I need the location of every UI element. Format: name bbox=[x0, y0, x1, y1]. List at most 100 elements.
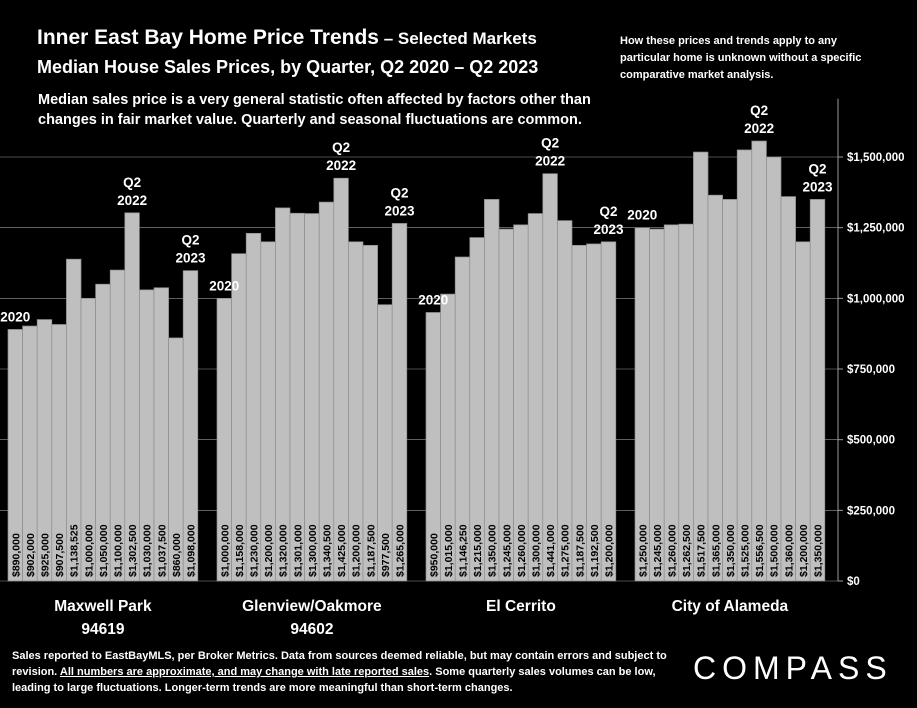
period-annotation: 2020 bbox=[209, 278, 239, 293]
bar-value-label: $1,200,000 bbox=[263, 524, 275, 577]
period-annotation: 2023 bbox=[802, 179, 833, 194]
bar-value-label: $1,301,000 bbox=[292, 524, 304, 577]
bar-value-label: $1,260,000 bbox=[667, 524, 679, 577]
bar-value-label: $1,192,500 bbox=[589, 524, 601, 577]
bar-value-label: $1,441,000 bbox=[545, 524, 557, 577]
bar-value-label: $1,037,500 bbox=[156, 524, 168, 577]
bar-value-label: $1,200,000 bbox=[351, 524, 363, 577]
period-annotation: Q2 bbox=[123, 175, 141, 190]
bar-value-label: $1,350,000 bbox=[725, 524, 737, 577]
period-annotation: 2022 bbox=[117, 193, 147, 208]
footer-underlined-text: All numbers are approximate, and may cha… bbox=[59, 666, 430, 678]
bar-value-label: $907,500 bbox=[54, 533, 66, 577]
disclaimer-note: How these prices and trends apply to any… bbox=[620, 35, 862, 81]
title-main: Inner East Bay Home Price Trends bbox=[37, 26, 379, 49]
bar-value-label: $1,500,000 bbox=[769, 524, 781, 577]
bar-value-label: $1,262,500 bbox=[681, 524, 693, 577]
bar-value-label: $1,360,000 bbox=[783, 524, 795, 577]
bar-value-label: $977,500 bbox=[380, 533, 392, 577]
bar-value-label: $1,302,500 bbox=[127, 524, 139, 577]
bar-value-label: $1,525,000 bbox=[740, 524, 752, 577]
bar-value-label: $1,000,000 bbox=[219, 524, 231, 577]
market-label: Maxwell Park bbox=[54, 598, 152, 615]
bar-value-label: $1,100,000 bbox=[113, 524, 125, 577]
bar-value-label: $1,146,250 bbox=[458, 524, 470, 577]
bar-value-label: $1,230,000 bbox=[249, 524, 261, 577]
compass-logo: COMPASS bbox=[693, 650, 893, 686]
bar-value-label: $890,000 bbox=[10, 533, 22, 577]
bar-value-label: $1,275,000 bbox=[560, 524, 572, 577]
bar bbox=[318, 201, 335, 582]
y-tick-label: $1,250,000 bbox=[847, 223, 905, 235]
period-annotation: 2022 bbox=[744, 121, 774, 136]
bar-value-label: $1,187,500 bbox=[574, 524, 586, 577]
bar-value-label: $1,000,000 bbox=[83, 524, 95, 577]
bar-value-label: $1,340,500 bbox=[322, 524, 334, 577]
bar-value-label: $1,300,000 bbox=[307, 524, 319, 577]
bar-value-label: $1,050,000 bbox=[98, 524, 110, 577]
period-annotation: 2020 bbox=[627, 208, 657, 223]
bar bbox=[182, 270, 199, 582]
footer-note: Sales reported to EastBayMLS, per Broker… bbox=[12, 648, 684, 696]
bar-value-label: $1,098,000 bbox=[186, 524, 198, 577]
bar-value-label: $1,250,000 bbox=[637, 524, 649, 577]
bar bbox=[484, 199, 500, 582]
bar-value-label: $1,265,000 bbox=[395, 524, 407, 577]
bar-value-label: $1,030,000 bbox=[142, 524, 154, 577]
bar-value-label: $1,245,000 bbox=[501, 524, 513, 577]
bar-value-label: $950,000 bbox=[428, 533, 440, 577]
bar-value-label: $902,000 bbox=[25, 533, 37, 577]
period-annotation: Q2 bbox=[808, 161, 826, 176]
bar-value-label: $860,000 bbox=[171, 533, 183, 577]
bar-value-label: $925,000 bbox=[40, 533, 52, 577]
period-annotation: Q2 bbox=[390, 185, 408, 200]
period-annotation: Q2 bbox=[750, 103, 768, 118]
bar-value-label: $1,350,000 bbox=[487, 524, 499, 577]
chart-subtitle: Median House Sales Prices, by Quarter, Q… bbox=[37, 57, 539, 77]
period-annotation: 2023 bbox=[384, 203, 415, 218]
bar-value-label: $1,245,000 bbox=[652, 524, 664, 577]
bar-value-label: $1,556,500 bbox=[754, 524, 766, 577]
bar bbox=[391, 223, 408, 582]
bar-value-label: $1,425,000 bbox=[336, 524, 348, 577]
period-annotation: 2023 bbox=[175, 251, 206, 266]
bar-value-label: $1,138,525 bbox=[69, 524, 81, 577]
bar-value-label: $1,215,000 bbox=[472, 524, 484, 577]
period-annotation: Q2 bbox=[181, 233, 199, 248]
footer-text-2: . Some quarterly sales volumes can be lo… bbox=[12, 666, 656, 694]
period-annotation: Q2 bbox=[541, 136, 559, 151]
market-label: 94602 bbox=[290, 621, 333, 638]
y-tick-label: $250,000 bbox=[847, 505, 895, 517]
bar-value-label: $1,200,000 bbox=[604, 524, 616, 577]
bar bbox=[542, 173, 558, 582]
bar bbox=[722, 199, 738, 582]
period-annotation: 2022 bbox=[326, 158, 356, 173]
market-label: El Cerrito bbox=[486, 598, 556, 615]
period-annotation: 2023 bbox=[593, 222, 624, 237]
bar-value-label: $1,200,000 bbox=[798, 524, 810, 577]
bar bbox=[693, 151, 709, 582]
bar-value-label: $1,300,000 bbox=[531, 524, 543, 577]
title-suffix: – Selected Markets bbox=[378, 29, 537, 48]
bar-value-label: $1,015,000 bbox=[443, 524, 455, 577]
period-annotation: 2022 bbox=[535, 154, 565, 169]
bar-value-label: $1,187,500 bbox=[365, 524, 377, 577]
period-annotation: Q2 bbox=[332, 140, 350, 155]
y-tick-label: $1,000,000 bbox=[847, 293, 905, 305]
bar bbox=[766, 156, 782, 582]
y-tick-label: $500,000 bbox=[847, 435, 895, 447]
bar-value-label: $1,350,000 bbox=[813, 524, 825, 577]
bar-value-label: $1,365,000 bbox=[710, 524, 722, 577]
market-label: Glenview/Oakmore bbox=[242, 598, 382, 615]
bar-value-label: $1,517,500 bbox=[696, 524, 708, 577]
chart-title: Inner East Bay Home Price Trends – Selec… bbox=[37, 26, 537, 50]
bar-value-label: $1,158,000 bbox=[234, 524, 246, 577]
bar bbox=[333, 177, 349, 582]
market-label: City of Alameda bbox=[672, 598, 789, 615]
statistic-note: Median sales price is a very general sta… bbox=[38, 92, 591, 128]
period-annotation: 2020 bbox=[418, 292, 448, 307]
period-annotation: 2020 bbox=[0, 309, 30, 324]
bar bbox=[600, 241, 617, 582]
footer-text-1: Sales reported to EastBayMLS, per Broker… bbox=[12, 650, 667, 678]
